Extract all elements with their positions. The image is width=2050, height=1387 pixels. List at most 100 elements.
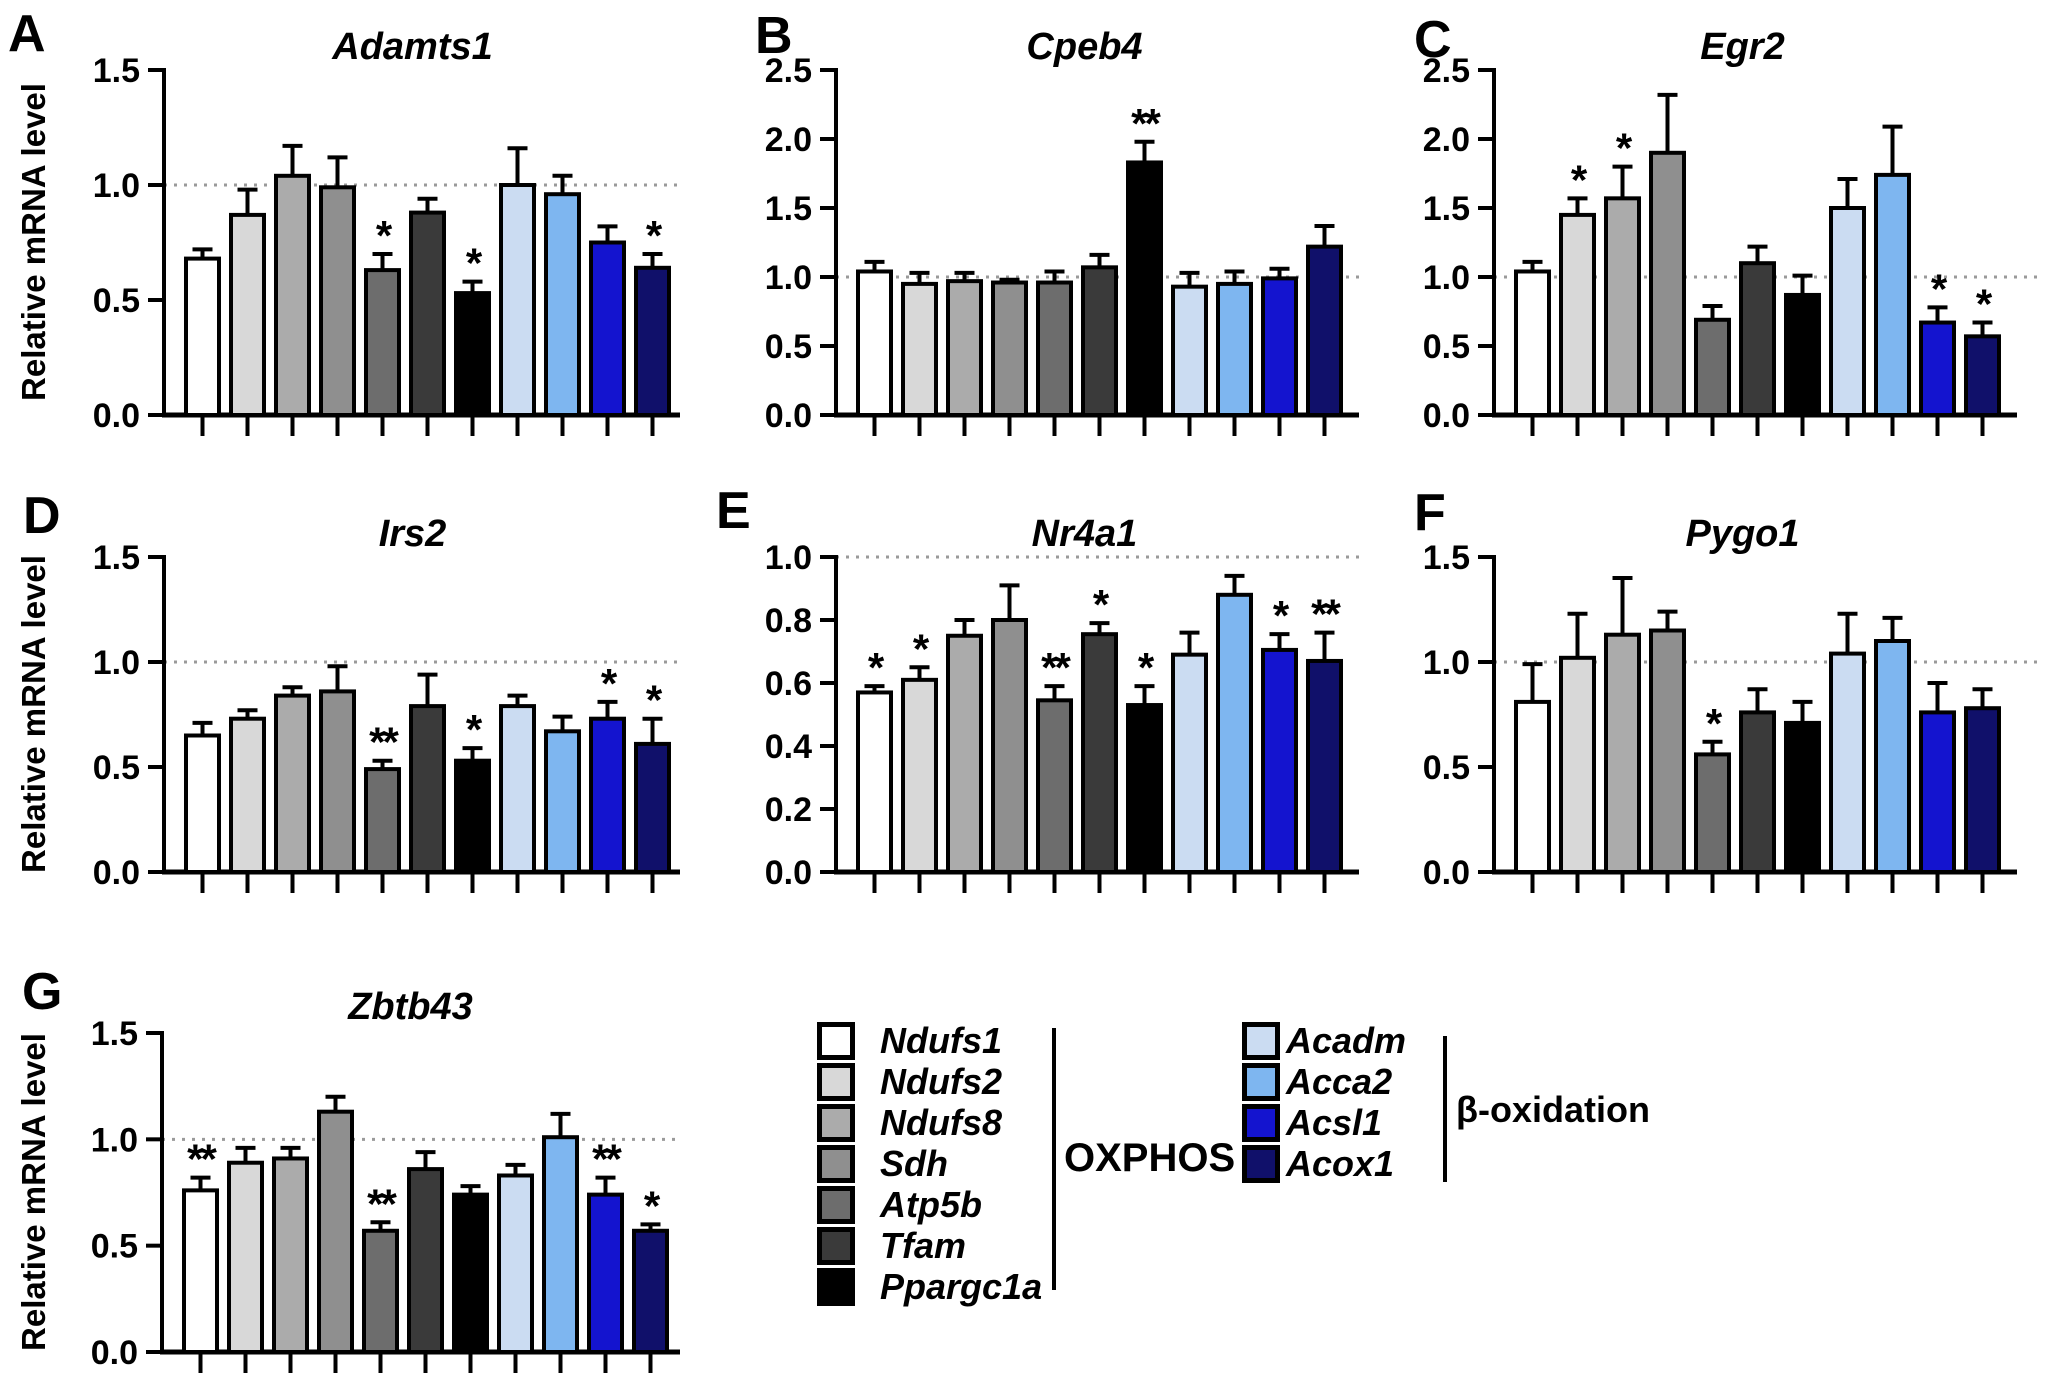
- significance-acox1: *: [646, 677, 663, 724]
- panel-A: 0.0 0.5 1.0 1.5 * * * A Adamts1 Relative mRNA …: [0, 0, 683, 460]
- bar-ndufs8: [272, 1156, 309, 1354]
- y-tick-label: 0.0: [765, 397, 812, 435]
- bar-chart-pygo1: 0.0 0.5 1.0 1.5 *: [1423, 539, 2044, 893]
- significance-ndufs2: *: [913, 625, 930, 672]
- significance-ppargc1a: *: [466, 706, 483, 753]
- y-tick-label: 2.0: [1423, 121, 1470, 159]
- panel-letter-C: C: [1414, 11, 1452, 69]
- y-tick-label: 1.0: [1423, 644, 1470, 682]
- bar-tfam: [407, 1167, 444, 1354]
- bar-ndufs2: [227, 1160, 264, 1354]
- bar-ndufs1: [184, 733, 221, 874]
- bar-atp5b: [1036, 698, 1073, 874]
- y-tick-label: 0.0: [1423, 397, 1470, 435]
- bar-acsl1: [589, 240, 626, 417]
- bar-ndufs1: [1514, 699, 1551, 874]
- y-tick-label: 1.5: [91, 1015, 138, 1053]
- y-tick-label: 0.0: [1423, 854, 1470, 892]
- significance-tfam: *: [1093, 581, 1110, 628]
- panel-F: 0.0 0.5 1.0 1.5 * F Pygo1: [1367, 460, 2050, 940]
- bar-sdh: [319, 689, 356, 874]
- bar-acsl1: [587, 1192, 624, 1354]
- bar-chart-egr2: 0.00.51.01.52.02.5*** *: [1423, 52, 2044, 436]
- legend-label-sdh: Sdh: [880, 1143, 948, 1184]
- legend-swatch-acca2: [1242, 1063, 1280, 1101]
- legend: Ndufs1 Ndufs2 Ndufs8 Sdh Atp5b Tfam Ppargc1a Ac…: [0, 0, 2050, 1306]
- legend-label-acca2: Acca2: [1286, 1061, 1393, 1102]
- bar-acca2: [1874, 639, 1911, 874]
- bar-tfam: [409, 704, 446, 874]
- significance-atp5b: **: [367, 1180, 397, 1227]
- beta-oxidation-group-line: [1443, 1036, 1447, 1182]
- panel-G: 0.0 0.5 1.0 1.5 ** ** ** * G Zbtb43 Relative mR…: [0, 940, 683, 1387]
- legend-swatch-atp5b: [817, 1186, 855, 1224]
- bar-acadm: [499, 704, 536, 874]
- legend-swatch-ndufs2: [817, 1063, 855, 1101]
- panel-letter-G: G: [22, 963, 63, 1021]
- bar-acox1: [1306, 658, 1343, 874]
- bar-chart-irs2: 0.00.51.01.5** ** *: [93, 539, 680, 893]
- bar-ndufs8: [1604, 632, 1641, 874]
- y-tick-label: 0.4: [765, 728, 812, 766]
- bar-ndufs2: [1559, 212, 1596, 417]
- panel-letter-A: A: [8, 5, 46, 63]
- panel-title-zbtb43: Zbtb43: [348, 986, 473, 1028]
- y-axis-label: Relative mRNA level: [15, 555, 52, 873]
- bar-acsl1: [1919, 320, 1956, 418]
- bar-chart-nr4a1: 0.00.20.40.60.81.0* * ***** **: [765, 539, 1361, 893]
- panel-letter-E: E: [716, 482, 751, 540]
- significance-acsl1: *: [1273, 592, 1290, 639]
- bar-acadm: [499, 183, 536, 417]
- bar-ndufs8: [946, 633, 983, 874]
- bar-ndufs1: [856, 690, 893, 874]
- y-tick-label: 1.0: [93, 644, 140, 682]
- bar-acsl1: [1261, 647, 1298, 874]
- bar-acox1: [632, 1228, 669, 1354]
- significance-ndufs1: *: [868, 644, 885, 691]
- y-tick-label: 1.5: [765, 190, 812, 228]
- legend-label-acox1: Acox1: [1286, 1143, 1395, 1184]
- bar-acox1: [634, 265, 671, 417]
- bar-acsl1: [1919, 710, 1956, 874]
- y-tick-label: 0.0: [765, 854, 812, 892]
- legend-label-ppargc1a: Ppargc1a: [880, 1266, 1043, 1307]
- bar-acox1: [1306, 244, 1343, 417]
- legend-label-ndufs8: Ndufs8: [880, 1102, 1003, 1143]
- bar-atp5b: [362, 1228, 399, 1354]
- significance-atp5b: **: [369, 719, 399, 766]
- bar-ppargc1a: [454, 758, 491, 875]
- bar-ndufs2: [901, 677, 938, 874]
- legend-swatch-acadm: [1242, 1022, 1280, 1060]
- bar-ndufs1: [856, 269, 893, 418]
- bar-acadm: [1171, 284, 1208, 417]
- panel-title-adamts1: Adamts1: [332, 26, 493, 68]
- y-tick-label: 1.0: [93, 167, 140, 205]
- bar-ndufs2: [229, 716, 266, 875]
- panel-E: 0.0 0.2 0.4 0.6 0.8 1.0 * * ** * * * ** E Nr4a1: [683, 460, 1367, 940]
- bar-acsl1: [589, 716, 626, 875]
- bar-ppargc1a: [454, 291, 491, 418]
- bar-tfam: [1081, 632, 1118, 874]
- y-tick-label: 1.0: [765, 539, 812, 577]
- oxphos-group-line: [1052, 1028, 1056, 1290]
- y-tick-label: 1.0: [765, 259, 812, 297]
- legend-swatch-ndufs8: [817, 1104, 855, 1142]
- y-tick-label: 1.5: [1423, 539, 1470, 577]
- y-tick-label: 0.2: [765, 791, 812, 829]
- bar-acsl1: [1261, 276, 1298, 417]
- significance-atp5b: *: [1706, 700, 1723, 747]
- significance-ppargc1a: *: [1138, 644, 1155, 691]
- legend-swatch-acox1: [1242, 1145, 1280, 1183]
- y-tick-label: 0.6: [765, 665, 812, 703]
- bar-atp5b: [364, 767, 401, 875]
- y-tick-label: 0.8: [765, 602, 812, 640]
- bar-sdh: [319, 185, 356, 417]
- significance-acsl1: *: [601, 660, 618, 707]
- legend-label-atp5b: Atp5b: [880, 1184, 982, 1225]
- bar-acadm: [497, 1173, 534, 1354]
- bar-ppargc1a: [452, 1192, 489, 1354]
- bar-sdh: [991, 618, 1028, 874]
- y-tick-label: 0.5: [1423, 328, 1470, 366]
- bar-chart-cpeb4: 0.00.51.01.52.02.5**: [765, 52, 1361, 436]
